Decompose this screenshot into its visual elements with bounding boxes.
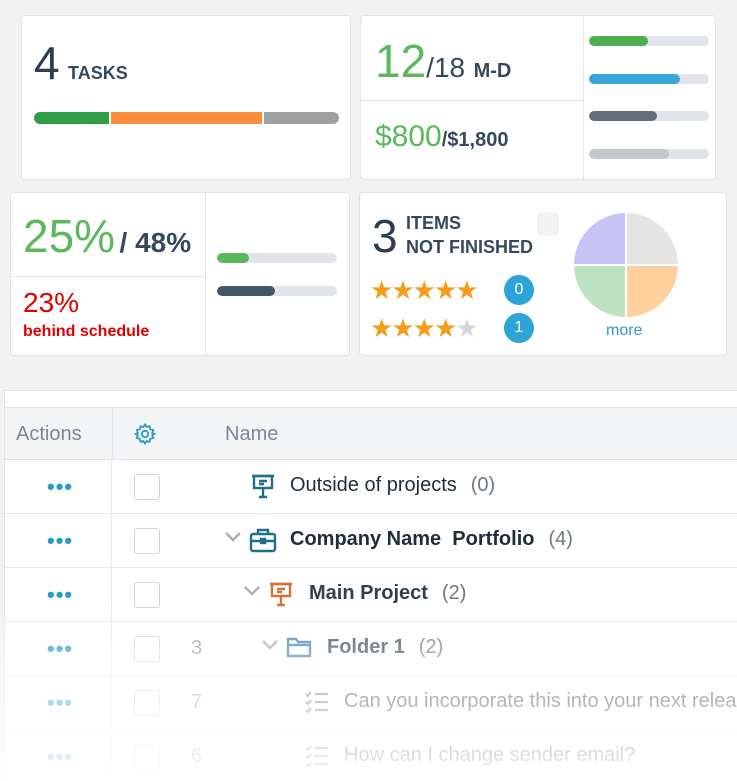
row-checkbox[interactable] [134, 528, 160, 554]
progress-card[interactable]: 25% / 48% 23% behind schedule [10, 192, 350, 356]
effort-bar [589, 74, 709, 84]
row-actions-button[interactable]: ••• [47, 744, 74, 769]
gear-icon[interactable] [133, 422, 157, 446]
star-icon: ★ [391, 275, 414, 305]
percent-complete: 25% [23, 210, 116, 262]
tasks-label: TASKS [68, 63, 128, 83]
chevron-down-icon[interactable] [261, 639, 279, 651]
row-name[interactable]: Company Name Portfolio (4) [290, 528, 573, 550]
divider [205, 193, 206, 355]
row-checkbox[interactable] [134, 690, 160, 716]
effort-bar [589, 111, 709, 121]
percent-planned: / 48% [119, 227, 192, 258]
table-row[interactable]: ••• 3 Folder 1 (2) [5, 622, 737, 676]
row-checkbox[interactable] [134, 636, 160, 662]
placeholder-square [537, 213, 559, 235]
budget-total: /$1,800 [441, 129, 509, 151]
row-name[interactable]: How can I change sender email? [344, 744, 636, 766]
effort-done: 12 [375, 35, 427, 87]
tasks-card[interactable]: 4 TASKS [21, 15, 351, 180]
star-icon: ★ [391, 313, 414, 343]
pie-slice [574, 265, 626, 317]
tasks-progress-bar [34, 112, 339, 124]
row-name[interactable]: Outside of projects (0) [290, 474, 496, 496]
effort-unit: M-D [473, 60, 512, 82]
behind-value: 23% [23, 287, 80, 318]
more-link[interactable]: more [606, 322, 643, 339]
checklist-icon [305, 691, 328, 714]
pie-slice [574, 213, 626, 265]
task-segment [34, 112, 110, 124]
divider [361, 100, 583, 101]
budget-spent: $800 [375, 120, 442, 153]
checklist-icon [305, 745, 328, 768]
project-board-icon [270, 582, 292, 607]
task-segment [111, 112, 262, 124]
pie-slice [626, 213, 678, 265]
status-pie-chart[interactable] [572, 211, 680, 319]
percent-complete-bar [217, 253, 337, 263]
budget-summary: $800/$1,800 [375, 120, 508, 154]
task-segment [263, 112, 339, 124]
divider [583, 16, 584, 179]
items-card[interactable]: 3 ITEMS NOT FINISHED ★★★★★ 0 ★★★★★ 1 more [359, 192, 727, 356]
briefcase-icon [249, 528, 277, 553]
table-row[interactable]: ••• 7 Can you incorporate this into your… [5, 676, 737, 730]
rating-row[interactable]: ★★★★★ [370, 313, 479, 343]
table-row[interactable]: ••• Outside of projects (0) [5, 460, 737, 514]
chevron-down-icon[interactable] [224, 531, 242, 543]
row-number: 3 [191, 637, 203, 659]
star-icon: ★ [433, 313, 457, 343]
row-checkbox[interactable] [134, 474, 160, 500]
star-icon: ★ [433, 275, 457, 305]
presentation-icon [252, 474, 274, 499]
header-name[interactable]: Name [225, 423, 279, 445]
row-actions-button[interactable]: ••• [47, 474, 74, 499]
folder-icon [286, 637, 312, 658]
star-icon: ★ [412, 313, 436, 343]
row-actions-button[interactable]: ••• [47, 690, 74, 715]
star-icon: ★ [412, 275, 436, 305]
row-number: 6 [191, 745, 203, 767]
star-icon: ★ [455, 313, 478, 343]
row-actions-button[interactable]: ••• [47, 582, 74, 607]
pie-slice [626, 265, 678, 317]
row-checkbox[interactable] [134, 744, 160, 770]
row-name[interactable]: Can you incorporate this into your next … [344, 690, 737, 712]
percent-planned-bar [217, 286, 337, 296]
progress-summary: 25% / 48% [23, 213, 191, 259]
chevron-down-icon[interactable] [243, 585, 261, 597]
grid-header: Actions Name [5, 407, 737, 461]
tasks-count: 4 [34, 37, 60, 89]
row-checkbox[interactable] [134, 582, 160, 608]
row-name[interactable]: Main Project (2) [309, 582, 467, 604]
star-icon: ★ [370, 313, 393, 343]
effort-summary: 12/18 M-D [375, 38, 511, 84]
row-actions-button[interactable]: ••• [47, 528, 74, 553]
divider [11, 276, 205, 277]
items-label-1: ITEMS [406, 213, 462, 233]
count-badge[interactable]: 1 [504, 313, 534, 343]
effort-budget-card[interactable]: 12/18 M-D $800/$1,800 [360, 15, 716, 180]
count-badge[interactable]: 0 [504, 275, 534, 305]
table-row[interactable]: ••• Company Name Portfolio (4) [5, 514, 737, 568]
table-row[interactable]: ••• 6 How can I change sender email? [5, 730, 737, 781]
items-count: 3 [372, 210, 398, 262]
row-name[interactable]: Folder 1 (2) [327, 636, 444, 658]
star-icon: ★ [455, 275, 478, 305]
behind-label: behind schedule [23, 323, 150, 340]
effort-bar [589, 149, 709, 159]
star-icon: ★ [370, 275, 393, 305]
items-label-2: NOT FINISHED [406, 237, 534, 257]
tasks-summary: 4 TASKS [34, 40, 128, 86]
row-number: 7 [191, 691, 203, 713]
project-grid: Actions Name ••• Outside of projects (0) … [4, 390, 737, 781]
effort-bar [589, 36, 709, 46]
header-actions[interactable]: Actions [16, 423, 82, 445]
row-actions-button[interactable]: ••• [47, 636, 74, 661]
rating-row[interactable]: ★★★★★ [370, 275, 479, 305]
effort-total: /18 [426, 52, 466, 83]
table-row[interactable]: ••• Main Project (2) [5, 568, 737, 622]
